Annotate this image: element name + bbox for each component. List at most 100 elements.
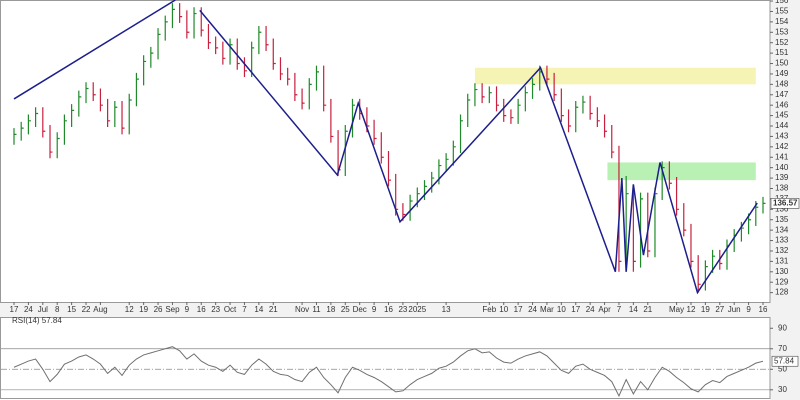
price-bar — [164, 15, 168, 41]
y-tick-label: 140 — [775, 163, 789, 172]
y-tick-label: 146 — [775, 100, 789, 109]
x-tick-label: 18 — [326, 305, 335, 314]
x-tick-label: 2025 — [408, 305, 426, 314]
y-tick-label: 153 — [775, 27, 789, 36]
price-bar — [315, 65, 319, 91]
x-tick-label: 15 — [67, 305, 76, 314]
price-bar — [171, 3, 175, 29]
price-bar — [459, 114, 464, 154]
price-bar — [279, 57, 283, 81]
y-tick-label: 142 — [775, 142, 789, 151]
x-tick-label: 14 — [629, 305, 638, 314]
price-bar — [618, 145, 622, 272]
price-bar — [517, 98, 521, 124]
price-bar — [351, 98, 355, 138]
x-tick-label: 13 — [442, 305, 451, 314]
x-tick-label: Apr — [598, 305, 611, 314]
trendline — [199, 9, 758, 295]
x-tick-label: 9 — [372, 305, 377, 314]
price-bar — [85, 82, 89, 104]
y-tick-label: 30 — [778, 385, 787, 394]
x-tick-label: 7 — [242, 305, 247, 314]
x-tick-label: 19 — [139, 305, 148, 314]
price-bar — [186, 10, 190, 39]
y-tick-label: 90 — [778, 323, 787, 332]
price-bar — [675, 177, 680, 216]
x-tick-label: 23 — [398, 305, 407, 314]
price-bar — [387, 151, 391, 187]
x-tick-label: 19 — [701, 305, 710, 314]
price-bar — [301, 88, 305, 110]
last-price-tag — [770, 198, 800, 209]
price-bar — [762, 196, 766, 214]
price-bar — [654, 187, 658, 258]
price-bar — [488, 86, 492, 104]
x-tick-label: 11 — [312, 305, 321, 314]
x-tick-label: Sep — [165, 305, 180, 314]
trendline — [13, 0, 176, 100]
price-bar — [71, 104, 75, 128]
x-tick-label: Feb — [482, 305, 496, 314]
x-tick-label: Dec — [353, 305, 367, 314]
price-bar — [13, 128, 17, 145]
price-bar — [611, 124, 615, 159]
price-bar — [56, 132, 60, 159]
price-bar — [603, 114, 608, 138]
price-bar — [308, 78, 312, 110]
x-tick-label: 8 — [55, 305, 60, 314]
price-bar — [625, 175, 629, 268]
price-bar — [121, 101, 125, 135]
y-tick-label: 145 — [775, 111, 789, 120]
price-bar — [179, 3, 183, 23]
y-tick-label: 133 — [775, 236, 789, 245]
price-bar — [99, 88, 103, 112]
price-bar — [222, 41, 226, 65]
x-tick-label: 24 — [528, 305, 537, 314]
price-bar — [553, 72, 557, 102]
price-bar — [445, 153, 449, 172]
price-bar — [474, 83, 478, 107]
date-strip — [0, 303, 770, 317]
price-bar — [272, 38, 276, 70]
price-bar — [560, 88, 564, 122]
rsi-line — [13, 346, 764, 398]
price-bar — [596, 107, 600, 128]
price-bar — [251, 41, 255, 78]
y-tick-label: 70 — [778, 344, 787, 353]
price-bar — [135, 72, 139, 107]
x-tick-label: 23 — [211, 305, 220, 314]
price-bar — [157, 28, 161, 60]
price-bar — [481, 83, 485, 104]
x-tick-label: 16 — [384, 305, 393, 314]
last-rsi-label: 57.84 — [774, 356, 795, 365]
price-bar — [42, 107, 46, 138]
price-bar — [697, 255, 701, 293]
y-tick-label: 149 — [775, 69, 789, 78]
price-bar — [632, 187, 636, 272]
price-bar — [265, 26, 269, 52]
y-tick-label: 147 — [775, 90, 789, 99]
price-bar — [207, 23, 211, 49]
last-price-label: 136.57 — [773, 198, 798, 207]
x-tick-label: Aug — [93, 305, 107, 314]
y-tick-label: 152 — [775, 38, 789, 47]
price-bar — [524, 86, 528, 112]
x-tick-label: 7 — [617, 305, 622, 314]
x-tick-label: 21 — [269, 305, 278, 314]
y-tick-label: 129 — [775, 277, 789, 286]
price-bar — [63, 114, 67, 145]
highlight-zone — [474, 67, 756, 85]
price-bar — [92, 82, 96, 102]
y-tick-label: 155 — [775, 7, 789, 16]
y-tick-label: 150 — [775, 59, 789, 68]
y-tick-label: 151 — [775, 48, 789, 57]
x-tick-label: Oct — [224, 305, 237, 314]
price-bar — [531, 78, 536, 99]
price-bar — [740, 221, 744, 242]
price-bar — [193, 7, 197, 39]
price-bar — [380, 132, 384, 164]
price-bar — [128, 93, 132, 135]
rsi-frame — [0, 317, 771, 399]
price-bar — [495, 86, 500, 112]
